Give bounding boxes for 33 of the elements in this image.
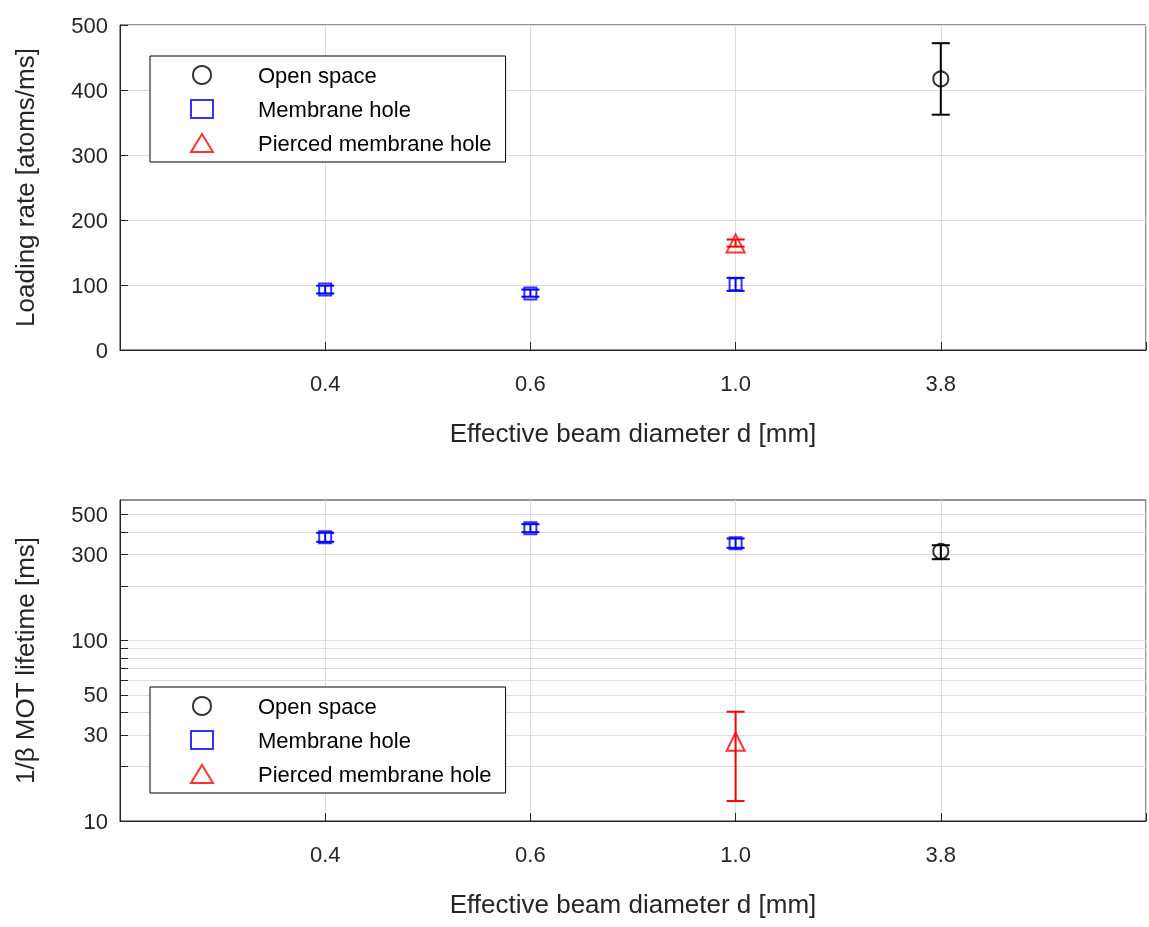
- y-tick-label: 50: [83, 682, 108, 708]
- legend-label: Pierced membrane hole: [258, 130, 492, 156]
- point: [932, 70, 950, 88]
- y-tick-label: 30: [83, 722, 108, 748]
- y-tick-label: 500: [71, 12, 108, 38]
- x-axis-title: Effective beam diameter d [mm]: [449, 418, 817, 448]
- x-tick-label: 1.0: [720, 370, 751, 396]
- point: [725, 233, 746, 254]
- legend-label: Membrane hole: [258, 727, 411, 753]
- x-axis-title: Effective beam diameter d [mm]: [449, 889, 817, 919]
- y-tick-label: 500: [71, 501, 108, 527]
- y-tick-label: 0: [95, 337, 108, 363]
- y-tick-label: 100: [71, 627, 108, 653]
- legend-label: Open space: [258, 62, 377, 88]
- legend-label: Membrane hole: [258, 96, 411, 122]
- y-tick-label: 400: [71, 77, 108, 103]
- point: [725, 731, 746, 752]
- x-tick-label: 3.8: [925, 370, 957, 396]
- x-tick-label: 0.4: [309, 370, 341, 396]
- legend-label: Open space: [258, 693, 377, 719]
- y-tick-label: 100: [71, 272, 108, 298]
- y-tick-label: 10: [83, 808, 108, 834]
- y-axis-title: 1/β MOT lifetime [ms]: [10, 536, 40, 785]
- y-tick-label: 200: [71, 207, 108, 233]
- y-tick-label: 300: [71, 142, 108, 168]
- y-tick-label: 300: [71, 541, 108, 567]
- x-tick-label: 0.4: [309, 841, 341, 867]
- x-tick-label: 0.6: [515, 370, 546, 396]
- x-tick-label: 0.6: [515, 841, 546, 867]
- legend-label: Pierced membrane hole: [258, 761, 492, 787]
- x-tick-label: 1.0: [720, 841, 751, 867]
- y-axis-title: Loading rate [atoms/ms]: [10, 48, 40, 327]
- x-tick-label: 3.8: [925, 841, 957, 867]
